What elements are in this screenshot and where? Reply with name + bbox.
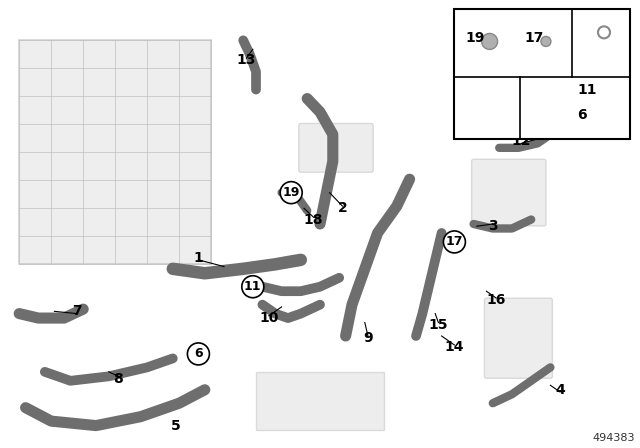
Bar <box>19 40 211 264</box>
Bar <box>256 372 384 430</box>
Circle shape <box>188 343 209 365</box>
Text: 6: 6 <box>194 347 203 361</box>
Text: 19: 19 <box>465 30 484 44</box>
Text: 6: 6 <box>577 108 588 122</box>
Text: 19: 19 <box>282 186 300 199</box>
Text: 7: 7 <box>72 304 82 319</box>
FancyBboxPatch shape <box>299 124 373 172</box>
Text: 16: 16 <box>486 293 506 307</box>
Text: 2: 2 <box>337 201 348 215</box>
Text: 18: 18 <box>304 212 323 227</box>
Text: 13: 13 <box>237 53 256 68</box>
Text: 494383: 494383 <box>593 433 635 443</box>
Text: 14: 14 <box>445 340 464 354</box>
Circle shape <box>444 231 465 253</box>
Text: 10: 10 <box>259 311 278 325</box>
Text: 3: 3 <box>488 219 498 233</box>
FancyBboxPatch shape <box>484 298 552 378</box>
Text: 4: 4 <box>555 383 565 397</box>
Text: 17: 17 <box>445 235 463 249</box>
FancyBboxPatch shape <box>472 159 546 226</box>
Text: 12: 12 <box>512 134 531 148</box>
Text: 11: 11 <box>244 280 262 293</box>
Text: 1: 1 <box>193 250 204 265</box>
Circle shape <box>242 276 264 298</box>
Circle shape <box>541 36 551 47</box>
Circle shape <box>280 181 302 204</box>
Text: 9: 9 <box>363 331 373 345</box>
Text: 8: 8 <box>113 371 124 386</box>
Text: 5: 5 <box>171 418 181 433</box>
Text: 15: 15 <box>429 318 448 332</box>
Circle shape <box>481 34 498 49</box>
Text: 11: 11 <box>577 82 597 96</box>
Bar <box>454 9 630 139</box>
Text: 17: 17 <box>525 30 544 44</box>
